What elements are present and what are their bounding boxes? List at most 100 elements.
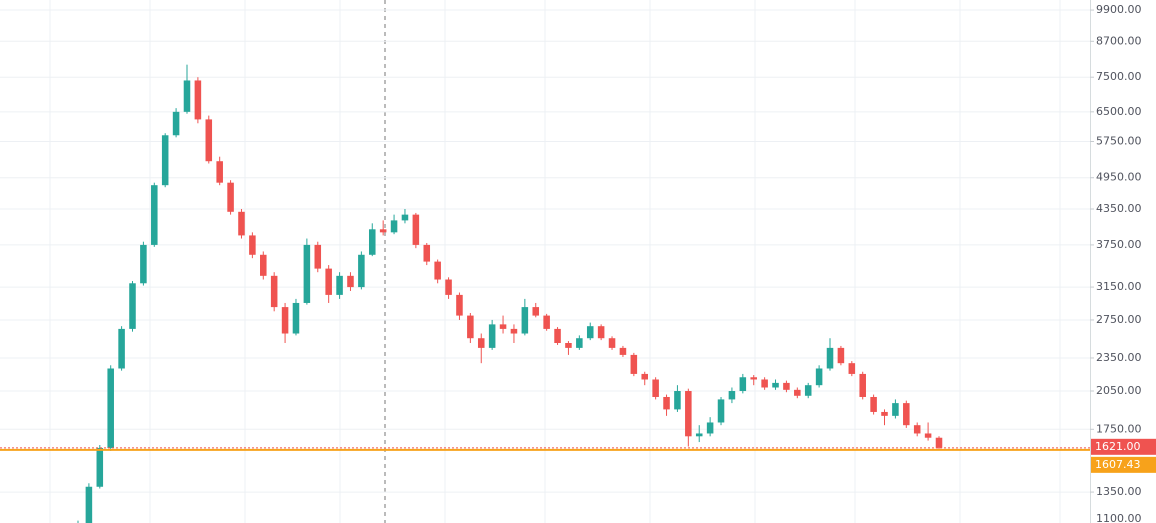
candle-body [739, 377, 747, 392]
candle-body [892, 403, 899, 416]
candle-body [205, 119, 213, 162]
candle-body [379, 229, 387, 233]
candle-body [543, 315, 550, 329]
candle-body [717, 399, 725, 423]
candle-body [368, 229, 376, 255]
candle-body [456, 294, 463, 316]
candle-body [750, 377, 757, 380]
y-tick-label: 2050.00 [1096, 384, 1142, 397]
candle-body [586, 326, 594, 339]
candle-body [129, 283, 136, 329]
candle-body [85, 486, 93, 523]
candle-body [401, 214, 409, 221]
candle-body [772, 382, 779, 388]
candle-body [183, 80, 191, 112]
candle-body [685, 391, 692, 437]
candle-body [488, 324, 496, 348]
y-tick-label: 1350.00 [1096, 485, 1142, 498]
y-tick-label: 2350.00 [1096, 351, 1142, 364]
y-tick-label: 6500.00 [1096, 105, 1142, 118]
candle-body [347, 275, 354, 288]
candle-body [783, 382, 790, 390]
candle-body [619, 347, 627, 355]
price-label: 1621.00 [1095, 440, 1141, 453]
candle-body [859, 373, 866, 397]
candle-body [706, 422, 714, 434]
candle-body [107, 368, 114, 448]
candle-body [608, 338, 616, 348]
candle-body [194, 80, 202, 120]
price-label-bg [1091, 438, 1156, 455]
price-label-bg [1091, 456, 1156, 473]
candle-body [445, 279, 452, 295]
candle-body [216, 161, 223, 183]
candle-body [565, 343, 572, 348]
candle-body [597, 326, 605, 339]
candle-body [292, 302, 300, 334]
y-tick-label: 4350.00 [1096, 202, 1142, 215]
candle-body [521, 307, 529, 334]
candle-body [652, 379, 659, 397]
candle-body [924, 433, 932, 438]
y-tick-label: 3150.00 [1096, 280, 1142, 293]
candle-body [249, 235, 256, 255]
candle-body [532, 307, 540, 316]
candle-body [913, 425, 921, 434]
candle-body [118, 328, 125, 369]
candle-body [281, 307, 289, 334]
y-tick-label: 4950.00 [1096, 171, 1142, 184]
vertical-grid [49, 0, 1061, 523]
candle-body [663, 396, 670, 410]
price-label: 1607.43 [1095, 458, 1141, 471]
candle-body [804, 385, 812, 396]
candle-body [325, 268, 332, 295]
candle-body [935, 437, 943, 448]
candle-body [412, 214, 420, 245]
candle-body [260, 254, 267, 276]
y-tick-label: 3750.00 [1096, 238, 1142, 251]
candle-body [151, 185, 158, 245]
candle-body [695, 433, 703, 437]
candle-body [881, 411, 888, 416]
candle-body [314, 244, 322, 269]
y-tick-label: 2750.00 [1096, 313, 1142, 326]
candle-body [270, 275, 278, 308]
y-tick-label: 5750.00 [1096, 134, 1142, 147]
y-tick-label: 8700.00 [1096, 34, 1142, 47]
candle-body [238, 211, 245, 236]
candle-body [303, 244, 311, 303]
candle-body [423, 244, 431, 262]
candle-body [554, 328, 561, 344]
candle-body [161, 135, 169, 186]
candle-body [390, 220, 398, 233]
candle-body [96, 447, 104, 487]
candle-body [336, 275, 343, 295]
candle-body [641, 373, 649, 380]
candle-body [815, 368, 823, 386]
candle-body [140, 244, 147, 284]
candle-body [870, 396, 877, 412]
candle-body [630, 354, 638, 374]
y-tick-label: 7500.00 [1096, 70, 1142, 83]
candle-body [358, 254, 365, 288]
candle-body [227, 182, 234, 212]
candle-body [848, 363, 856, 374]
candle-body [434, 261, 441, 280]
candle-body [728, 391, 736, 400]
y-tick-label: 9900.00 [1096, 3, 1142, 16]
candle-body [576, 338, 583, 348]
candle-body [674, 391, 681, 410]
candle-body [172, 111, 180, 136]
candle-body [477, 338, 485, 348]
candle-body [826, 347, 834, 369]
candle-body [510, 328, 518, 334]
candle-body [467, 315, 474, 339]
candle-body [794, 389, 801, 396]
candle-body [837, 347, 845, 364]
candle-body [499, 324, 507, 329]
candle-body [761, 379, 768, 388]
y-tick-label: 1100.00 [1096, 512, 1142, 523]
y-tick-label: 1750.00 [1096, 422, 1142, 435]
